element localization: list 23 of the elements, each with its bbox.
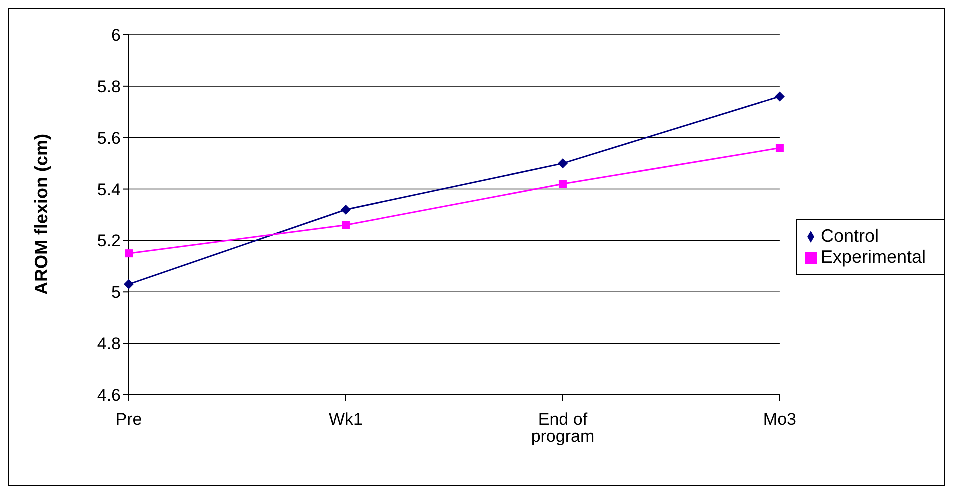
legend-label: Experimental xyxy=(820,247,926,267)
point xyxy=(558,180,567,188)
y-tick-label: 5.4 xyxy=(97,180,121,200)
point xyxy=(125,250,133,258)
y-tick-label: 5 xyxy=(112,283,121,302)
x-tick-label: Pre xyxy=(116,410,142,430)
y-tick-label: 5.6 xyxy=(97,128,121,148)
y-tick-label: 4.6 xyxy=(97,386,121,406)
x-tick-label: Mo3 xyxy=(763,410,796,430)
y-axis-title: AROM flexion (cm) xyxy=(31,134,52,295)
y-tick-label: 4.8 xyxy=(97,334,121,354)
point xyxy=(340,204,351,215)
point xyxy=(124,279,134,290)
legend-label: Control xyxy=(820,226,879,246)
y-tick-label: 5.8 xyxy=(97,77,121,96)
y-tick-label: 6 xyxy=(112,26,121,46)
x-tick-label: Wk1 xyxy=(328,410,363,430)
point xyxy=(342,221,350,230)
x-tick-label: End of program xyxy=(531,410,595,446)
point xyxy=(776,144,784,152)
y-tick-label: 5.2 xyxy=(97,232,121,251)
point xyxy=(558,158,568,169)
point xyxy=(774,92,785,102)
